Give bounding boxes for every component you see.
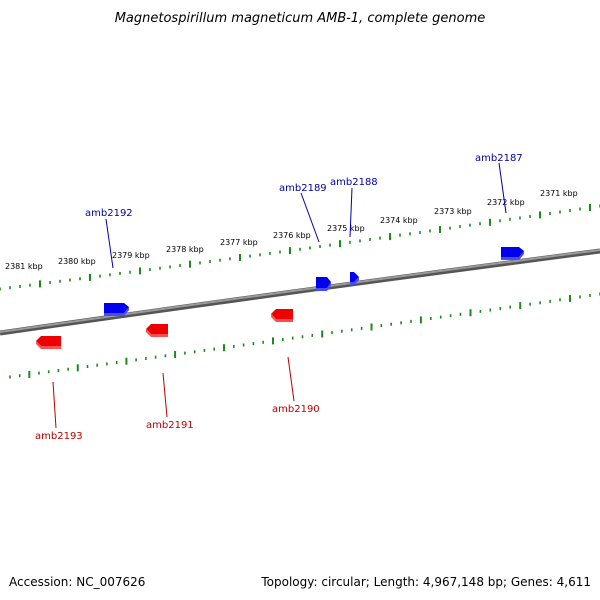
genome-backbone [0, 248, 600, 336]
scale-track-top [0, 204, 600, 291]
gene-label-amb2190[interactable]: amb2190 [272, 404, 320, 415]
leader-amb2191 [162, 372, 168, 418]
gene-arrow-amb2193[interactable] [36, 336, 61, 346]
scale-track-bottom [9, 292, 600, 379]
gene-label-amb2189[interactable]: amb2189 [279, 183, 327, 194]
scale-label-2374: 2374 kbp [380, 216, 418, 225]
gene-label-amb2192[interactable]: amb2192 [85, 208, 133, 219]
gene-arrow-amb2189[interactable] [316, 277, 331, 288]
gene-amb2190[interactable] [271, 309, 293, 322]
scale-label-2379: 2379 kbp [112, 251, 150, 260]
leader-amb2192 [105, 218, 114, 269]
gene-amb2187[interactable] [501, 247, 524, 260]
scale-label-2371: 2371 kbp [540, 189, 578, 198]
leader-amb2187 [498, 162, 507, 214]
scale-label-2377: 2377 kbp [220, 238, 258, 247]
scale-label-2380: 2380 kbp [58, 257, 96, 266]
gene-amb2192[interactable] [104, 303, 129, 316]
gene-amb2189[interactable] [316, 277, 331, 291]
map-title: Magnetospirillum magneticum AMB-1, compl… [115, 11, 486, 26]
gene-arrow-amb2190[interactable] [271, 309, 293, 319]
scale-label-2373: 2373 kbp [434, 207, 472, 216]
gene-arrow-amb2187[interactable] [501, 247, 524, 257]
scale-label-2375: 2375 kbp [327, 224, 365, 233]
gene-amb2191[interactable] [146, 324, 168, 337]
scale-labels: 2381 kbp 2380 kbp 2379 kbp 2378 kbp 2377… [5, 189, 578, 271]
gene-label-amb2193[interactable]: amb2193 [35, 431, 83, 442]
leader-amb2189 [300, 192, 320, 243]
leader-amb2188 [349, 187, 353, 238]
scale-label-2376: 2376 kbp [273, 231, 311, 240]
scale-label-2378: 2378 kbp [166, 245, 204, 254]
genome-summary-text: Topology: circular; Length: 4,967,148 bp… [260, 575, 591, 589]
scale-label-2372: 2372 kbp [487, 198, 525, 207]
gene-labels: amb2192 amb2189 amb2188 amb2187 amb2193 … [35, 153, 523, 442]
scale-label-2381: 2381 kbp [5, 262, 43, 271]
gene-label-amb2191[interactable]: amb2191 [146, 420, 194, 431]
gene-arrow-amb2191[interactable] [146, 324, 168, 334]
gene-amb2193[interactable] [36, 336, 61, 349]
leader-amb2193 [52, 381, 57, 429]
gene-amb2188[interactable] [350, 272, 359, 285]
gene-label-amb2188[interactable]: amb2188 [330, 177, 378, 188]
gene-label-amb2187[interactable]: amb2187 [475, 153, 523, 164]
gene-arrow-amb2188[interactable] [350, 272, 359, 282]
gene-leader-lines [52, 162, 507, 429]
accession-text: Accession: NC_007626 [9, 575, 145, 589]
leader-amb2190 [287, 356, 295, 402]
gene-arrow-amb2192[interactable] [104, 303, 129, 313]
